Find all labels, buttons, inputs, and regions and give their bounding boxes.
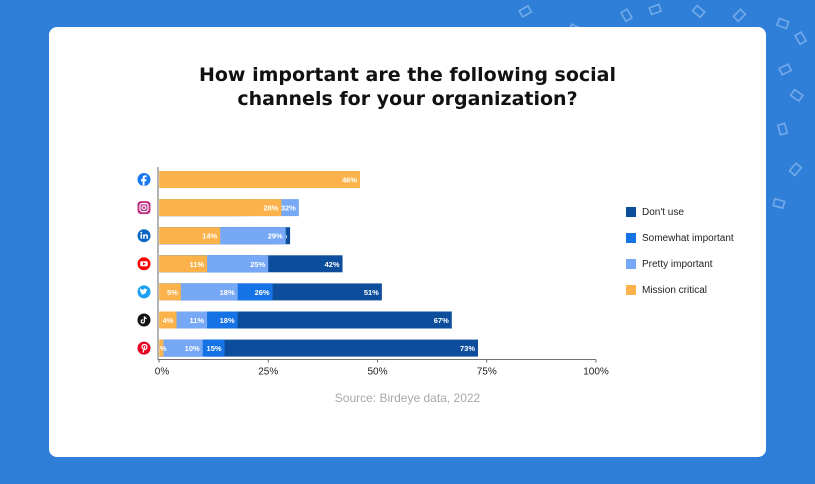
- data-label: 46%: [342, 176, 357, 185]
- linkedin-icon-dot: [140, 231, 143, 234]
- data-label: 67%: [434, 316, 449, 325]
- legend-item: Somewhat important: [626, 225, 734, 251]
- bar-segment: [159, 171, 361, 188]
- data-label: 18%: [220, 288, 235, 297]
- title-line-1: How important are the following social: [198, 64, 617, 86]
- bar-segment: [159, 283, 181, 301]
- legend-item: Don't use: [626, 199, 734, 225]
- data-label: 73%: [460, 344, 475, 353]
- legend-label: Pretty important: [642, 258, 713, 270]
- title-line-2: channels for your organization?: [237, 88, 578, 110]
- bar-row: 67% 18% 11% 4%: [158, 311, 452, 329]
- legend-swatch: [626, 285, 636, 295]
- tiktok-icon: [137, 313, 151, 327]
- bar-row: 42%23%25%11%: [158, 255, 343, 273]
- legend-item: Pretty important: [626, 251, 734, 277]
- chart-legend: Don't use Somewhat important Pretty import…: [626, 199, 734, 303]
- data-label: 1%: [156, 344, 167, 353]
- data-label: 32%: [281, 204, 296, 213]
- linkedin-icon-n: [143, 234, 148, 239]
- chart-title: How important are the following social c…: [49, 63, 766, 111]
- tiktok-icon-note: [140, 316, 146, 324]
- data-label: 29%: [268, 232, 283, 241]
- youtube-icon: [137, 257, 151, 271]
- legend-label: Mission critical: [642, 284, 708, 296]
- stacked-bar-chart: 2%12%41%46%18%21%32%28%30%27%29%14%42%23…: [137, 167, 609, 378]
- instagram-icon: [137, 201, 151, 215]
- bar-row: 73% 15% 10% 1%: [156, 339, 479, 357]
- facebook-icon: [137, 173, 151, 186]
- bar-segment: [159, 339, 203, 357]
- bar-row: 2%12%41%46%: [158, 171, 361, 188]
- instagram-icon-lens: [141, 205, 147, 210]
- source-note: Source: Birdeye data, 2022: [334, 391, 481, 405]
- data-label: 15%: [207, 344, 222, 353]
- bar-segment: [159, 227, 221, 245]
- x-tick-label: 100%: [583, 367, 609, 378]
- bar-row: 51% 26% 18% 5%: [158, 283, 382, 301]
- linkedin-icon-i: [140, 234, 143, 239]
- data-label: 4%: [163, 316, 174, 325]
- pinterest-icon: [137, 341, 151, 355]
- legend-label: Somewhat important: [642, 232, 734, 244]
- data-label: 11%: [189, 260, 204, 269]
- facebook-icon-f: [141, 175, 147, 186]
- x-tick-label: 0%: [155, 367, 170, 378]
- data-label: 25%: [250, 260, 265, 269]
- data-label: 51%: [364, 288, 379, 297]
- legend-swatch: [626, 259, 636, 269]
- pinterest-icon-p: [141, 343, 148, 353]
- x-tick-label: 25%: [258, 367, 278, 378]
- linkedin-icon: [137, 229, 151, 243]
- chart-card: How important are the following social c…: [49, 27, 766, 457]
- data-label: 14%: [202, 232, 217, 241]
- legend-swatch: [626, 207, 636, 217]
- bar-segment: [159, 311, 177, 329]
- bar-rows: 2%12%41%46%18%21%32%28%30%27%29%14%42%23…: [156, 171, 479, 357]
- data-label: 10%: [185, 344, 200, 353]
- tiktok-icon-flag: [143, 316, 147, 320]
- twitter-icon-bird: [139, 288, 148, 295]
- data-label: 11%: [189, 316, 204, 325]
- data-label: 42%: [325, 260, 340, 269]
- bar-row: 18%21%32%28%: [158, 199, 299, 217]
- bar-segment: [159, 339, 164, 357]
- data-label: 5%: [167, 288, 178, 297]
- data-label: 26%: [255, 288, 270, 297]
- x-tick-label: 50%: [367, 367, 387, 378]
- x-tick-label: 75%: [477, 367, 497, 378]
- bar-row: 30%27%29%14%: [158, 227, 291, 245]
- bar-segment: [159, 255, 208, 273]
- data-label: 28%: [263, 204, 278, 213]
- data-label: 18%: [220, 316, 235, 325]
- bar-segment: [159, 199, 282, 217]
- legend-swatch: [626, 233, 636, 243]
- bar-segment: [159, 339, 479, 357]
- legend-item: Mission critical: [626, 277, 734, 303]
- instagram-icon-frame: [139, 203, 149, 213]
- legend-label: Don't use: [642, 206, 684, 218]
- twitter-icon: [137, 285, 151, 299]
- youtube-icon-play: [143, 262, 146, 266]
